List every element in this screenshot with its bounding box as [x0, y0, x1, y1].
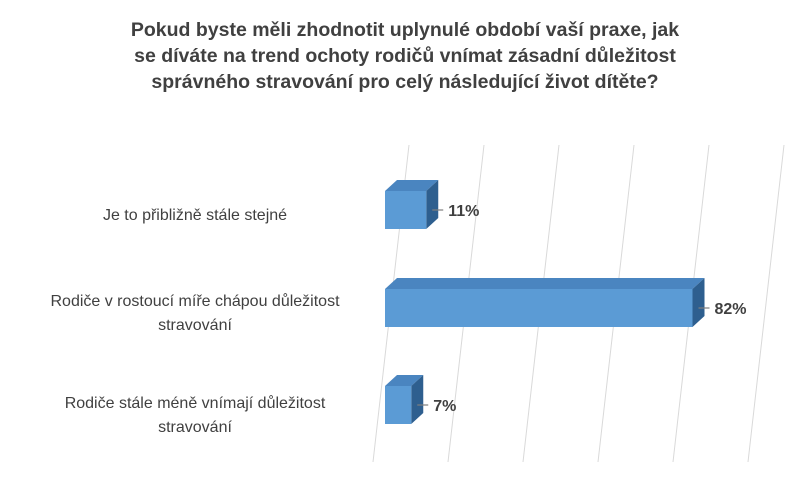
category-label-increasing: Rodiče v rostoucí míře chápou důležitost…	[50, 293, 340, 334]
chart-title: Pokud byste měli zhodnotit uplynulé obdo…	[130, 19, 680, 93]
gridline-100	[747, 144, 785, 463]
bar-increasing	[385, 289, 693, 327]
category-labels: Je to přibližně stále stejné Rodiče v ro…	[0, 0, 380, 484]
category-label-stable: Je to přibližně stále stejné	[102, 207, 288, 224]
bar-top-stable	[385, 180, 439, 191]
bar-decreasing	[385, 386, 412, 424]
bar-stable	[385, 191, 427, 229]
data-label-stable: 11%	[448, 203, 479, 220]
bar-top-increasing	[385, 278, 705, 289]
bar-side-increasing	[692, 278, 705, 327]
bar-side-decreasing	[411, 375, 424, 424]
data-label-increasing: 82%	[715, 301, 747, 318]
bar-top-decreasing	[385, 375, 424, 386]
data-label-decreasing: 7%	[433, 398, 456, 415]
category-label-decreasing: Rodiče stále méně vnímají důležitost str…	[64, 395, 326, 436]
bar-side-stable	[426, 180, 439, 229]
